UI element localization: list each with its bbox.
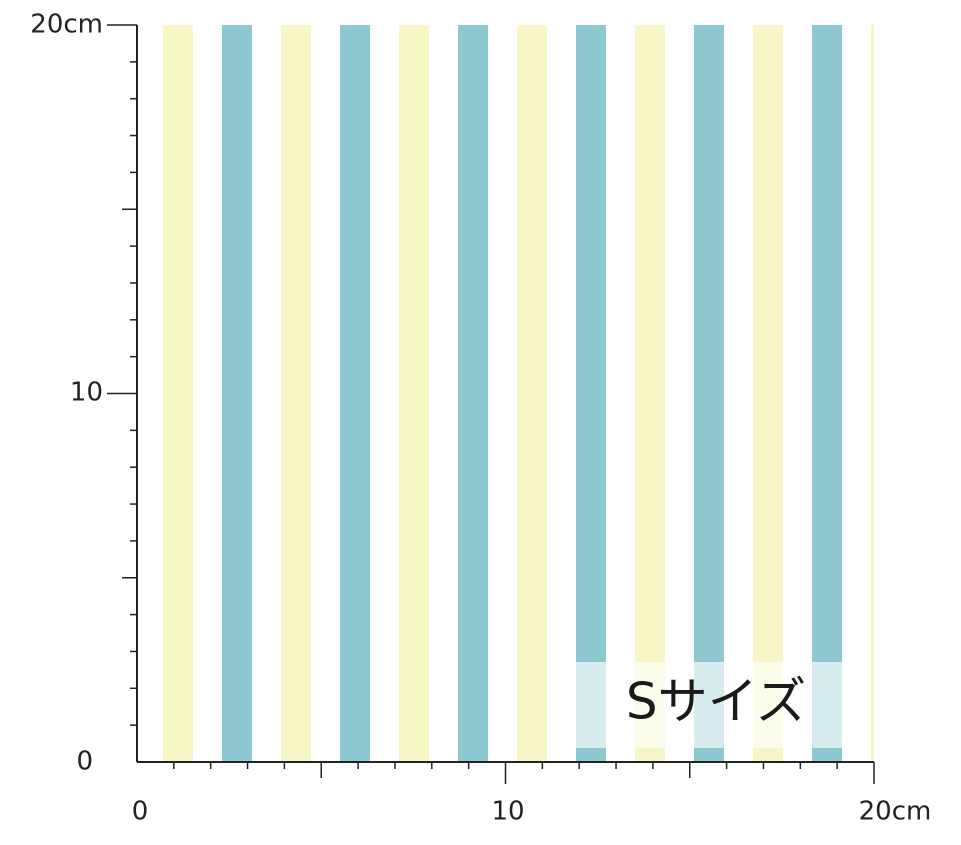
- blue-stripe: [222, 25, 252, 762]
- blue-stripe: [812, 25, 842, 762]
- yellow-stripe: [871, 25, 874, 762]
- x-label: 10: [491, 797, 524, 827]
- yellow-stripe: [635, 25, 665, 762]
- y-label: 0: [76, 747, 93, 777]
- yellow-stripe: [163, 25, 193, 762]
- blue-stripe: [458, 25, 488, 762]
- y-label: 20cm: [30, 10, 103, 40]
- blue-stripe: [340, 25, 370, 762]
- yellow-stripe: [281, 25, 311, 762]
- label-box: [576, 662, 842, 748]
- blue-stripe: [694, 25, 724, 762]
- ruler-ticks: [107, 24, 875, 784]
- x-label: 0: [132, 797, 149, 827]
- yellow-stripe: [399, 25, 429, 762]
- yellow-stripe: [753, 25, 783, 762]
- y-label: 10: [70, 378, 103, 408]
- yellow-stripe: [517, 25, 547, 762]
- blue-stripe: [576, 25, 606, 762]
- stripes: [163, 25, 874, 762]
- x-label: 20cm: [859, 797, 932, 827]
- size-label: Sサイズ: [626, 673, 806, 731]
